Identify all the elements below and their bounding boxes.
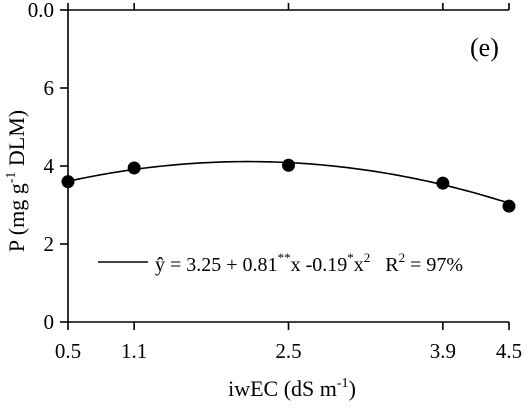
eq-quad-exp: 2: [364, 250, 371, 265]
data-point: [127, 161, 141, 175]
y-tick-label: 2: [44, 232, 55, 256]
eq-r2-exp: 2: [399, 250, 406, 265]
y-axis-title: P (mg g-1 DLM): [4, 110, 29, 252]
eq-quad-var: x: [354, 254, 364, 276]
x-axis-title-end: ): [349, 376, 356, 401]
eq-r2-value: = 97%: [405, 254, 463, 276]
x-axis-title: iwEC (dS m-1): [228, 376, 356, 401]
y-tick-label: 6: [44, 76, 55, 100]
eq-r2-base: R: [370, 254, 399, 276]
data-point: [502, 199, 516, 213]
y-axis-title-sup: -1: [4, 172, 19, 184]
x-tick-label: 1.1: [121, 339, 147, 363]
data-point: [282, 158, 295, 172]
data-point: [436, 176, 450, 190]
x-tick-label: 2.5: [275, 339, 301, 363]
y-axis-title-end: DLM): [4, 110, 29, 172]
data-points: [61, 158, 516, 213]
x-tick-label: 3.9: [430, 339, 456, 363]
eq-quad-sig: *: [347, 250, 354, 265]
y-tick-label: 0: [44, 310, 55, 334]
x-axis-title-main: iwEC (dS m: [228, 376, 337, 401]
ticks: 0 2 4 6 0.0 0.5 1.1 2.5 3.9 4.5: [28, 0, 522, 363]
data-point: [61, 175, 75, 189]
x-tick-label: 0.5: [55, 339, 81, 363]
fit-equation: ŷ = 3.25 + 0.81**x -0.19*x2 R2 = 97%: [155, 250, 463, 276]
eq-yhat: ŷ: [155, 254, 165, 276]
eq-linear-var: x -0.19: [291, 254, 348, 276]
y-axis-title-main: P (mg g: [4, 183, 29, 252]
panel-label: (e): [470, 33, 499, 62]
x-tick-label: 4.5: [496, 339, 522, 363]
eq-linear-sig: **: [278, 250, 291, 265]
y-tick-label-top: 0.0: [28, 0, 54, 22]
y-tick-label: 4: [44, 154, 55, 178]
eq-intercept: = 3.25 + 0.81: [165, 254, 278, 276]
x-axis-title-sup: -1: [337, 376, 349, 391]
